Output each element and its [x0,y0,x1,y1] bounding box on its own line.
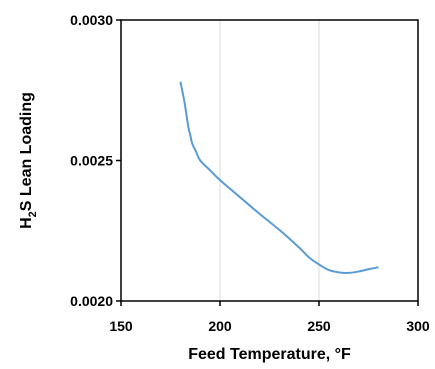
series-line [179,81,379,274]
y-axis-title-suffix: S Lean Loading [18,92,35,211]
x-tick-label: 200 [208,318,232,334]
y-axis-title-subscript: 2 [27,211,39,217]
grid-lines [219,20,320,301]
y-tick-label: 0.0030 [70,12,113,28]
y-tick-label: 0.0020 [70,293,113,309]
y-axis-title: H2S Lean Loading [18,92,39,229]
x-axis-tick-labels: 150 200 250 300 [109,318,430,334]
x-tick-label: 250 [307,318,331,334]
y-axis-tick-labels: 0.0020 0.0025 0.0030 [70,12,113,309]
plot-area-frame [120,19,419,302]
axis-ticks [116,19,419,306]
x-tick-label: 300 [406,318,430,334]
x-tick-label: 150 [109,318,133,334]
y-axis-title-prefix: H [18,217,35,229]
series-layer [179,81,379,274]
x-axis-title: Feed Temperature, °F [188,346,351,363]
y-tick-label: 0.0025 [70,153,113,169]
